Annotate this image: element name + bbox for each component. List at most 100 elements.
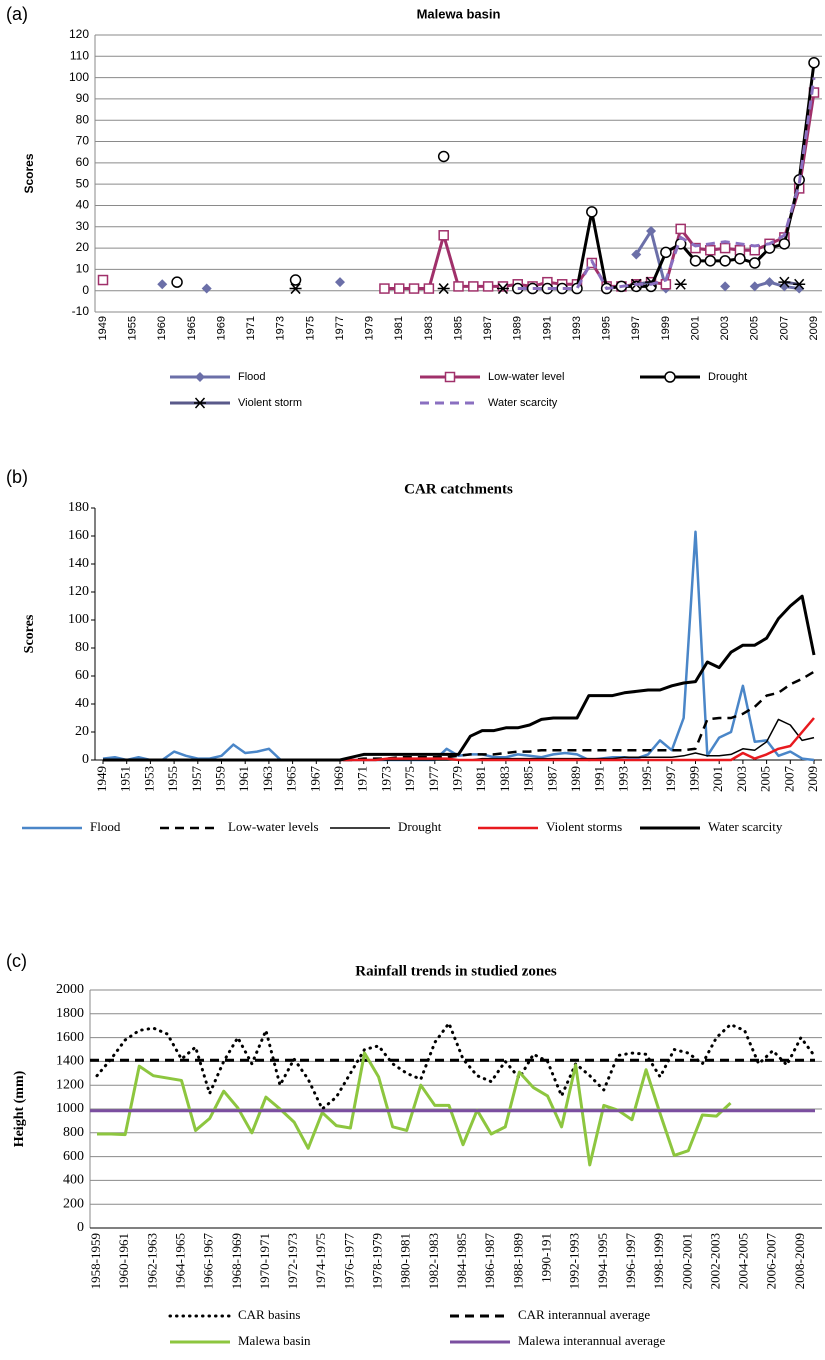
- x-tick-label: 1957: [189, 766, 204, 793]
- marker: [335, 277, 345, 288]
- x-tick-label: 1973: [378, 766, 393, 792]
- x-tick-label: 1977: [334, 316, 346, 340]
- x-tick-label: 1987: [482, 316, 494, 340]
- legend-item: Drought: [640, 371, 747, 383]
- marker: [675, 223, 686, 235]
- y-axis-label: Height (mm): [12, 1070, 27, 1147]
- marker: [704, 255, 717, 267]
- x-tick-label: 1969: [331, 766, 346, 792]
- x-tick-label: 1959: [212, 766, 227, 792]
- panel-label: (b): [6, 467, 28, 487]
- series-line: [103, 594, 816, 762]
- x-tick-label: 1977: [426, 766, 441, 793]
- legend-label: Low-water level: [488, 371, 564, 383]
- x-tick-label: 1994-1995: [595, 1233, 610, 1289]
- series-line: [517, 77, 816, 291]
- x-tick-label: 1966-1967: [201, 1233, 216, 1290]
- panel-label: (c): [6, 951, 27, 971]
- x-tick-label: 2006-2007: [764, 1233, 779, 1290]
- x-tick-label: 1998-1999: [651, 1233, 666, 1289]
- x-tick-label: 1989: [512, 316, 524, 340]
- x-tick-label: 1986-1987: [482, 1233, 497, 1290]
- x-tick-label: 1979: [364, 316, 376, 340]
- marker: [705, 244, 716, 256]
- marker: [808, 56, 820, 69]
- x-tick-label: 1995: [639, 766, 654, 792]
- x-tick-label: 2003: [719, 316, 731, 340]
- marker: [664, 371, 676, 383]
- x-tick-label: 2003: [734, 766, 749, 792]
- legend-item: Malewa basin: [170, 1333, 311, 1348]
- legend-item: Flood: [170, 371, 266, 383]
- x-tick-label: 1971: [245, 316, 257, 340]
- y-tick-label: 600: [63, 1149, 84, 1164]
- x-tick-label: 2005: [749, 316, 761, 340]
- legend-item: Malewa interannual average: [450, 1333, 665, 1348]
- y-tick-label: 800: [63, 1125, 84, 1140]
- legend-label: Low-water levels: [228, 819, 319, 834]
- legend-label: CAR interannual average: [518, 1307, 650, 1322]
- panel-label: (a): [6, 4, 28, 24]
- x-tick-label: 1985: [452, 316, 464, 340]
- y-tick-label: 2000: [56, 982, 84, 997]
- marker: [497, 281, 509, 292]
- x-tick-label: 1991: [592, 766, 607, 792]
- marker: [674, 278, 687, 290]
- legend-label: Flood: [238, 371, 266, 383]
- x-tick-label: 1949: [97, 316, 109, 340]
- series-line: [384, 92, 816, 291]
- x-tick-label: 1964-1965: [172, 1233, 187, 1289]
- marker: [453, 281, 464, 292]
- marker: [437, 150, 450, 163]
- x-tick-label: 1992-1993: [567, 1233, 582, 1289]
- y-tick-label: 20: [76, 240, 90, 254]
- marker: [749, 257, 761, 269]
- x-tick-label: 2007: [781, 766, 796, 793]
- marker: [778, 238, 791, 250]
- y-tick-label: 1800: [56, 1006, 84, 1021]
- y-tick-label: 70: [76, 134, 90, 148]
- legend-item: Low-water levels: [160, 819, 319, 834]
- marker: [689, 255, 702, 267]
- y-tick-label: 40: [75, 696, 89, 711]
- legend-label: Drought: [398, 819, 442, 834]
- x-tick-label: 1997: [630, 316, 642, 340]
- y-tick-label: 60: [75, 668, 89, 683]
- marker: [394, 283, 405, 294]
- marker: [778, 276, 791, 288]
- y-tick-label: 1400: [56, 1054, 84, 1069]
- x-tick-label: 1969: [215, 316, 227, 340]
- x-tick-label: 1984-1985: [454, 1233, 469, 1289]
- x-tick-label: 1983: [497, 766, 512, 792]
- y-tick-label: 160: [68, 528, 89, 543]
- legend-label: CAR basins: [238, 1307, 300, 1322]
- marker: [195, 372, 205, 382]
- legend-item: CAR interannual average: [450, 1307, 650, 1322]
- marker: [171, 276, 183, 288]
- x-tick-label: 1955: [165, 766, 180, 792]
- marker: [423, 283, 435, 294]
- y-tick-label: 200: [63, 1196, 84, 1211]
- chart-panel: 1949 1951 1953 1955 1957 1959 1961 1963 1965 1967…: [22, 481, 822, 834]
- x-tick-label: 1990-191: [538, 1233, 553, 1283]
- y-tick-label: 0: [77, 1220, 84, 1235]
- y-tick-label: 180: [68, 500, 89, 515]
- legend-label: Flood: [90, 819, 121, 834]
- x-tick-label: 1965: [284, 766, 299, 792]
- x-tick-label: 1989: [568, 766, 583, 792]
- x-tick-label: 1991: [541, 316, 553, 340]
- marker: [720, 281, 731, 292]
- x-tick-label: 1999: [686, 766, 701, 792]
- marker: [438, 230, 449, 241]
- x-tick-label: 1978-1979: [370, 1233, 385, 1289]
- x-tick-label: 1980-1981: [398, 1233, 413, 1289]
- y-tick-label: 1600: [56, 1030, 84, 1045]
- marker: [201, 283, 212, 294]
- x-tick-label: 1968-1969: [229, 1233, 244, 1289]
- y-tick-label: 100: [68, 612, 89, 627]
- x-tick-label: 1995: [601, 316, 613, 340]
- x-tick-label: 1979: [449, 766, 464, 792]
- marker: [289, 283, 302, 295]
- x-tick-label: 1975: [304, 316, 316, 340]
